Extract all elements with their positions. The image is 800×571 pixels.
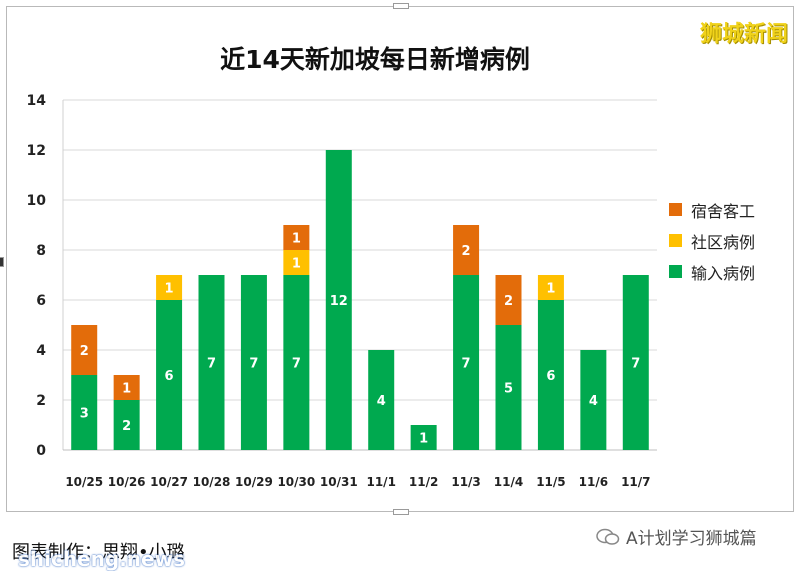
bar-segment <box>113 375 140 400</box>
data-label: 5 <box>504 382 513 397</box>
bar-segment <box>113 400 140 450</box>
bar-segment <box>495 325 522 450</box>
data-label: 2 <box>80 344 89 359</box>
data-label: 4 <box>377 394 386 409</box>
chart-plot: 024681012143210/252110/266110/27710/2871… <box>27 93 657 489</box>
account-name: A计划学习狮城篇 <box>626 529 757 549</box>
x-tick-label: 10/28 <box>193 475 231 489</box>
bar-segment <box>198 275 225 450</box>
x-tick-label: 11/3 <box>451 475 480 489</box>
x-tick-label: 10/27 <box>150 475 188 489</box>
data-label: 6 <box>546 369 555 384</box>
wechat-icon <box>596 528 620 545</box>
legend-item: 输入病例 <box>669 256 755 287</box>
resize-handle-bottom[interactable] <box>393 509 409 515</box>
x-tick-label: 11/1 <box>366 475 395 489</box>
x-tick-label: 11/7 <box>621 475 650 489</box>
bar-segment <box>495 275 522 325</box>
x-tick-label: 10/29 <box>235 475 273 489</box>
bar-segment <box>622 275 649 450</box>
data-label: 3 <box>80 407 89 422</box>
credit-text: 图表制作：思翔•小璐 <box>12 542 185 563</box>
data-label: 2 <box>462 244 471 259</box>
data-label: 7 <box>292 357 301 372</box>
x-tick-label: 10/31 <box>320 475 358 489</box>
account-label: A计划学习狮城篇 <box>596 524 757 549</box>
data-label: 7 <box>462 357 471 372</box>
bar-segment <box>410 425 437 450</box>
x-tick-label: 11/6 <box>579 475 608 489</box>
x-tick-label: 10/30 <box>277 475 315 489</box>
y-tick-label: 8 <box>36 243 46 259</box>
legend-swatch <box>669 265 682 278</box>
bar-segment <box>283 225 310 250</box>
y-tick-label: 12 <box>27 143 46 159</box>
y-tick-label: 14 <box>27 93 47 109</box>
source-watermark: shicheng.news <box>18 547 185 571</box>
data-label: 1 <box>292 232 301 247</box>
data-label: 1 <box>122 382 131 397</box>
data-label: 1 <box>546 282 555 297</box>
chart-legend: 宿舍客工社区病例输入病例 <box>669 194 755 287</box>
legend-item: 宿舍客工 <box>669 194 755 225</box>
x-tick-label: 11/5 <box>536 475 565 489</box>
y-tick-label: 6 <box>36 293 46 309</box>
bar-segment <box>71 375 98 450</box>
x-tick-label: 11/2 <box>409 475 438 489</box>
y-tick-label: 2 <box>36 393 46 409</box>
y-tick-label: 10 <box>27 193 47 209</box>
bar-segment <box>156 275 183 300</box>
y-tick-label: 0 <box>36 443 46 459</box>
chart-title: 近14天新加坡每日新增病例 <box>220 45 530 74</box>
x-tick-label: 10/26 <box>108 475 146 489</box>
bar-segment <box>368 350 395 450</box>
bar-segment <box>537 300 564 450</box>
watermark-logo: 狮城新闻 <box>699 22 788 47</box>
bar-segment <box>71 325 98 375</box>
bar-segment <box>156 300 183 450</box>
data-label: 2 <box>122 419 131 434</box>
data-label: 7 <box>249 357 258 372</box>
data-label: 1 <box>292 257 301 272</box>
legend-swatch <box>669 203 682 216</box>
x-tick-label: 11/4 <box>494 475 523 489</box>
bar-segment <box>325 150 352 450</box>
legend-swatch <box>669 234 682 247</box>
bar-segment <box>580 350 607 450</box>
data-label: 2 <box>504 294 513 309</box>
legend-label: 宿舍客工 <box>691 201 756 221</box>
data-label: 1 <box>419 432 428 447</box>
bar-segment <box>283 250 310 275</box>
data-label: 7 <box>631 357 640 372</box>
data-label: 12 <box>330 294 348 309</box>
bar-segment <box>453 225 480 275</box>
legend-label: 输入病例 <box>691 263 756 283</box>
resize-handle-left[interactable] <box>0 257 4 267</box>
data-label: 1 <box>165 282 174 297</box>
legend-label: 社区病例 <box>691 232 756 252</box>
legend-item: 社区病例 <box>669 225 755 256</box>
bar-segment <box>240 275 267 450</box>
bar-segment <box>283 275 310 450</box>
data-label: 6 <box>165 369 174 384</box>
bar-segment <box>453 275 480 450</box>
bar-segment <box>537 275 564 300</box>
data-label: 7 <box>207 357 216 372</box>
data-label: 4 <box>589 394 598 409</box>
x-tick-label: 10/25 <box>65 475 103 489</box>
resize-handle-top[interactable] <box>393 3 409 9</box>
y-tick-label: 4 <box>36 343 46 359</box>
